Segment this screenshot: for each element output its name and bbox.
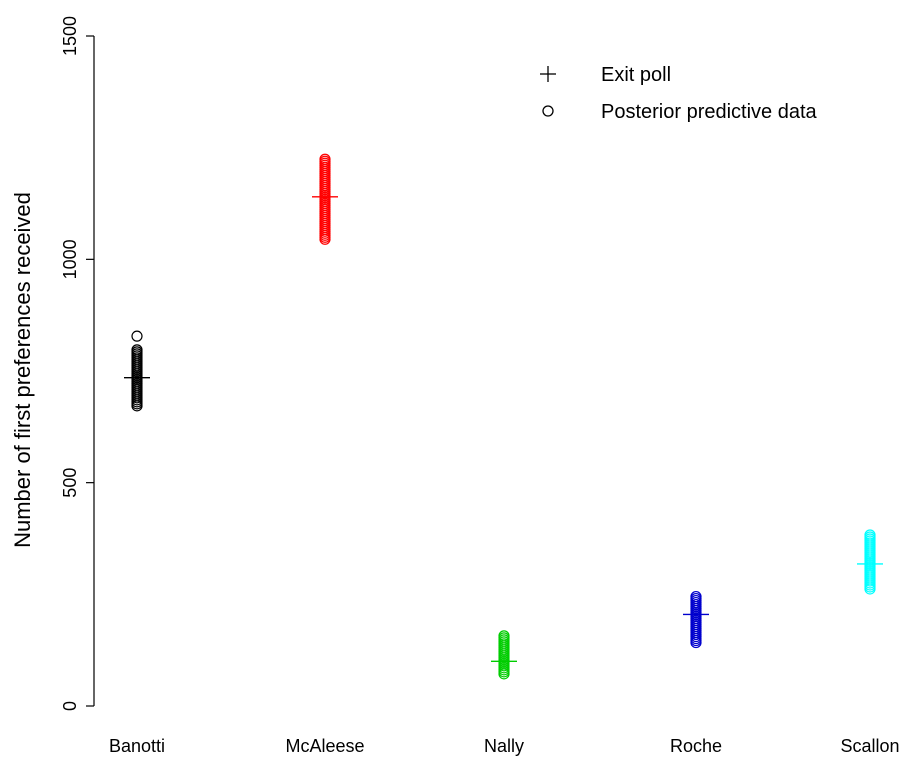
y-axis: 0 500 1000 1500 <box>60 16 95 711</box>
y-axis-label: Number of first preferences received <box>10 192 35 548</box>
x-tick-label: Scallon <box>840 736 899 756</box>
series-roche <box>683 590 709 649</box>
x-tick-label: McAleese <box>285 736 364 756</box>
series-mcaleese <box>312 153 338 245</box>
legend: Exit poll Posterior predictive data <box>540 64 818 123</box>
posterior-point <box>690 590 702 603</box>
exit-poll-marker <box>491 654 517 669</box>
y-tick-label: 0 <box>60 701 80 711</box>
legend-label: Posterior predictive data <box>601 101 818 123</box>
circle-icon <box>542 105 554 117</box>
posterior-point <box>319 153 331 165</box>
series-banotti <box>124 330 150 412</box>
exit-poll-marker <box>683 607 709 622</box>
exit-poll-marker <box>124 370 150 385</box>
x-tick-labels: Banotti McAleese Nally Roche Scallon <box>109 736 900 756</box>
posterior-point <box>864 529 876 541</box>
data-marks <box>124 153 883 680</box>
y-tick-label: 1000 <box>60 239 80 279</box>
posterior-point <box>131 330 143 342</box>
series-nally <box>491 630 517 680</box>
y-tick-label: 1500 <box>60 16 80 56</box>
plus-icon <box>540 66 556 82</box>
x-tick-label: Banotti <box>109 736 165 756</box>
y-ticks: 0 500 1000 1500 <box>60 16 94 711</box>
posterior-point <box>131 344 143 356</box>
legend-item-circle: Posterior predictive data <box>542 101 818 123</box>
legend-item-plus: Exit poll <box>540 64 671 86</box>
y-tick-label: 500 <box>60 468 80 498</box>
series-scallon <box>857 529 883 595</box>
legend-label: Exit poll <box>601 64 671 86</box>
x-tick-label: Nally <box>484 736 524 756</box>
x-tick-label: Roche <box>670 736 722 756</box>
posterior-point <box>498 630 510 642</box>
exit-poll-marker <box>312 189 338 204</box>
exit-poll-marker <box>857 556 883 571</box>
